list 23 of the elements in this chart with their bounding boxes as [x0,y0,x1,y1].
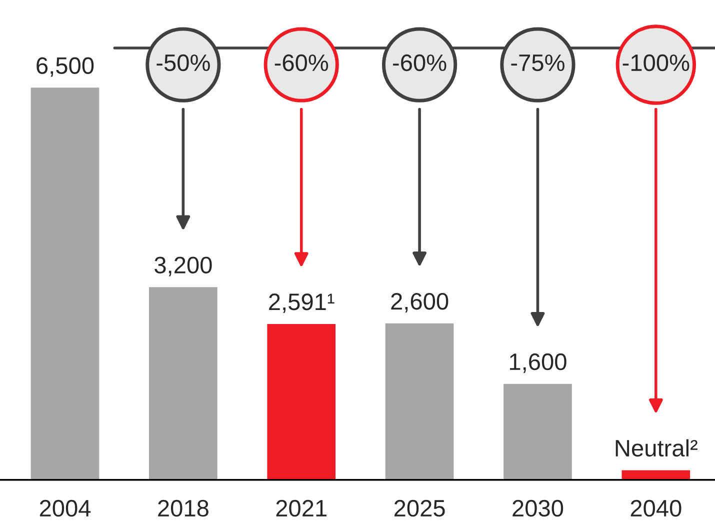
bar [148,286,219,480]
x-tick-label: 2025 [394,500,445,517]
text: -75% [511,54,564,72]
bar [266,322,337,480]
text: -50% [156,54,210,72]
data-label: 6,500 [36,57,94,77]
data-label: 2,591¹ [269,294,334,314]
data-label: 2,600 [391,292,448,312]
data-label: 3,200 [154,256,212,276]
x-tick-label: 2040 [630,500,682,517]
x-tick-label: 2021 [276,500,326,517]
text: -100% [622,54,690,72]
x-tick-label: 2018 [158,500,208,517]
data-label: Neutral² [616,439,698,457]
text: -60% [393,54,446,72]
bar [502,382,574,480]
bar [29,86,101,480]
x-tick-label: 2030 [512,500,564,517]
text: -60% [274,54,328,72]
bar [620,468,692,480]
x-tick-label: 2004 [40,500,91,517]
data-label: 1,600 [510,353,566,373]
bar [384,322,456,480]
